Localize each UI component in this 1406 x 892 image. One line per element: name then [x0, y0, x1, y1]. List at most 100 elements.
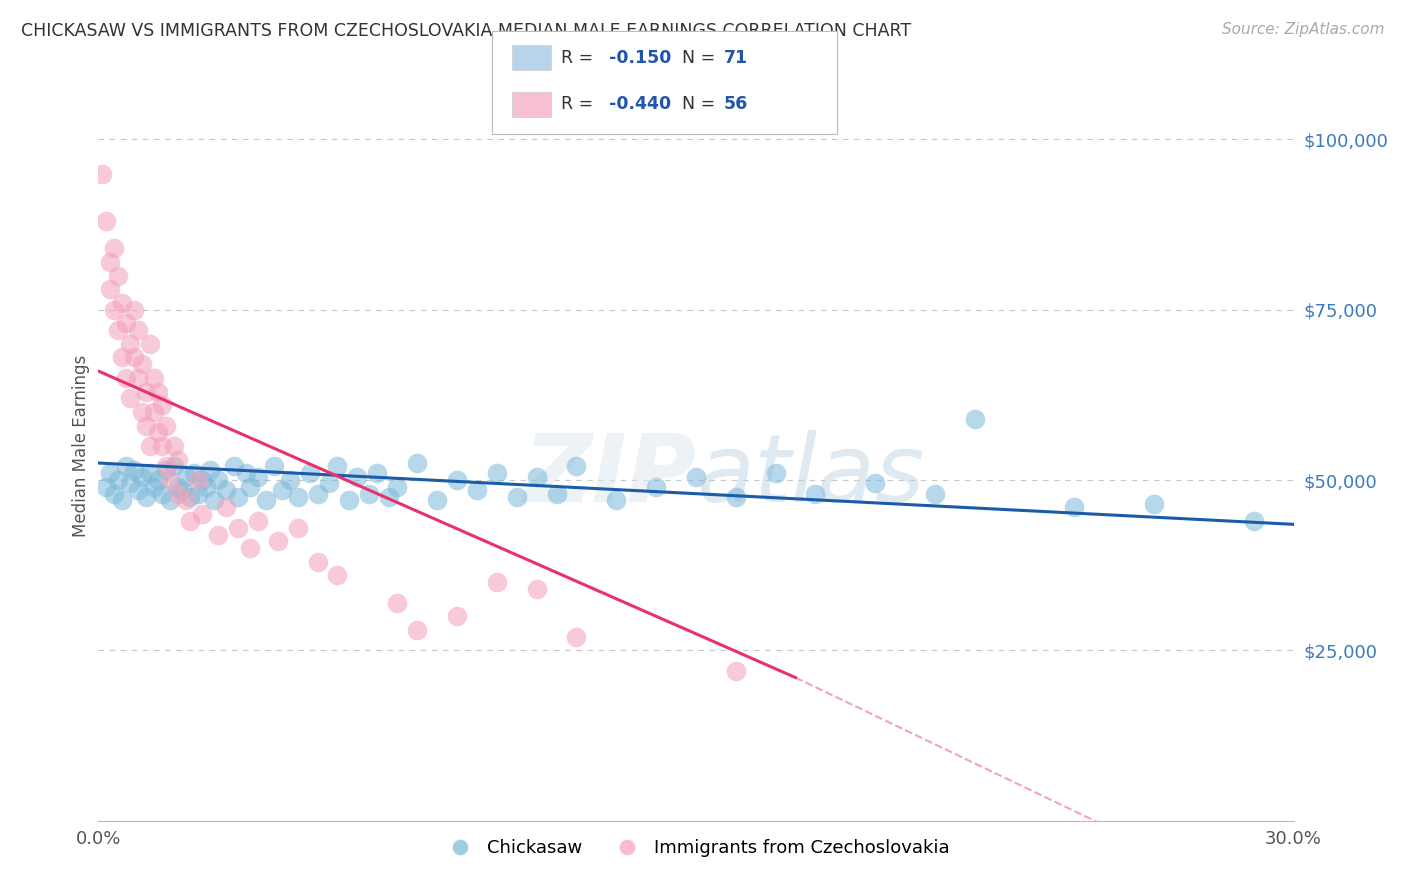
- Text: N =: N =: [682, 49, 721, 67]
- Point: [163, 459, 186, 474]
- Point: [426, 493, 449, 508]
- Text: CHICKASAW VS IMMIGRANTS FROM CZECHOSLOVAKIA MEDIAN MALE EARNINGS CORRELATION CHA: CHICKASAW VS IMMIGRANTS FROM CZECHOSLOVA…: [21, 22, 911, 40]
- Point: [135, 384, 157, 399]
- Point: [96, 480, 118, 494]
- Point: [148, 425, 170, 440]
- Point: [127, 483, 149, 498]
- Point: [131, 469, 153, 483]
- Point: [103, 302, 125, 317]
- Point: [139, 439, 162, 453]
- Point: [239, 480, 262, 494]
- Point: [98, 255, 122, 269]
- Point: [526, 582, 548, 596]
- Text: R =: R =: [561, 95, 599, 113]
- Point: [172, 483, 194, 498]
- Point: [150, 398, 173, 412]
- Point: [124, 463, 146, 477]
- Point: [287, 490, 309, 504]
- Point: [385, 596, 409, 610]
- Point: [215, 483, 238, 498]
- Point: [326, 568, 349, 582]
- Point: [526, 469, 548, 483]
- Point: [150, 439, 173, 453]
- Point: [446, 473, 468, 487]
- Point: [155, 418, 177, 433]
- Text: 71: 71: [724, 49, 748, 67]
- Point: [107, 268, 129, 283]
- Point: [148, 384, 170, 399]
- Point: [174, 469, 197, 483]
- Point: [307, 486, 329, 500]
- Point: [385, 480, 409, 494]
- Point: [724, 664, 747, 678]
- Point: [135, 418, 157, 433]
- Text: ZIP: ZIP: [523, 430, 696, 522]
- Point: [143, 405, 166, 419]
- Point: [98, 467, 122, 481]
- Point: [120, 392, 142, 406]
- Point: [148, 473, 170, 487]
- Point: [127, 371, 149, 385]
- Point: [150, 486, 173, 500]
- Point: [191, 507, 214, 521]
- Point: [406, 623, 429, 637]
- Point: [155, 459, 177, 474]
- Point: [446, 609, 468, 624]
- Point: [485, 467, 508, 481]
- Point: [406, 456, 429, 470]
- Point: [111, 351, 134, 365]
- Point: [254, 493, 277, 508]
- Legend: Chickasaw, Immigrants from Czechoslovakia: Chickasaw, Immigrants from Czechoslovaki…: [434, 831, 957, 864]
- Point: [179, 490, 201, 504]
- Point: [143, 371, 166, 385]
- Point: [103, 486, 125, 500]
- Point: [485, 575, 508, 590]
- Point: [187, 473, 209, 487]
- Point: [359, 486, 381, 500]
- Point: [226, 490, 249, 504]
- Point: [120, 476, 142, 491]
- Point: [298, 467, 321, 481]
- Point: [239, 541, 262, 556]
- Point: [378, 490, 401, 504]
- Point: [307, 555, 329, 569]
- Text: R =: R =: [561, 49, 599, 67]
- Text: Source: ZipAtlas.com: Source: ZipAtlas.com: [1222, 22, 1385, 37]
- Point: [167, 452, 190, 467]
- Y-axis label: Median Male Earnings: Median Male Earnings: [72, 355, 90, 537]
- Point: [187, 486, 209, 500]
- Point: [645, 480, 668, 494]
- Point: [287, 521, 309, 535]
- Point: [326, 459, 349, 474]
- Point: [107, 473, 129, 487]
- Point: [235, 467, 257, 481]
- Point: [111, 296, 134, 310]
- Point: [107, 323, 129, 337]
- Point: [124, 302, 146, 317]
- Text: 56: 56: [724, 95, 748, 113]
- Point: [246, 514, 269, 528]
- Point: [215, 500, 238, 515]
- Text: -0.150: -0.150: [609, 49, 671, 67]
- Point: [346, 469, 368, 483]
- Point: [96, 214, 118, 228]
- Point: [222, 459, 245, 474]
- Point: [127, 323, 149, 337]
- Point: [159, 493, 181, 508]
- Point: [1063, 500, 1085, 515]
- Point: [111, 493, 134, 508]
- Point: [124, 351, 146, 365]
- Point: [139, 336, 162, 351]
- Point: [506, 490, 529, 504]
- Point: [167, 486, 190, 500]
- Text: atlas: atlas: [696, 431, 924, 522]
- Point: [163, 439, 186, 453]
- Point: [318, 476, 340, 491]
- Point: [191, 473, 214, 487]
- Point: [135, 490, 157, 504]
- Point: [278, 473, 301, 487]
- Point: [115, 371, 138, 385]
- Point: [174, 493, 197, 508]
- Point: [724, 490, 747, 504]
- Point: [139, 467, 162, 481]
